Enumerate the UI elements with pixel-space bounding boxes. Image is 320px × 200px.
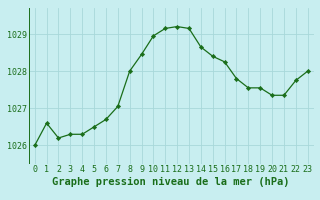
X-axis label: Graphe pression niveau de la mer (hPa): Graphe pression niveau de la mer (hPa) [52,177,290,187]
